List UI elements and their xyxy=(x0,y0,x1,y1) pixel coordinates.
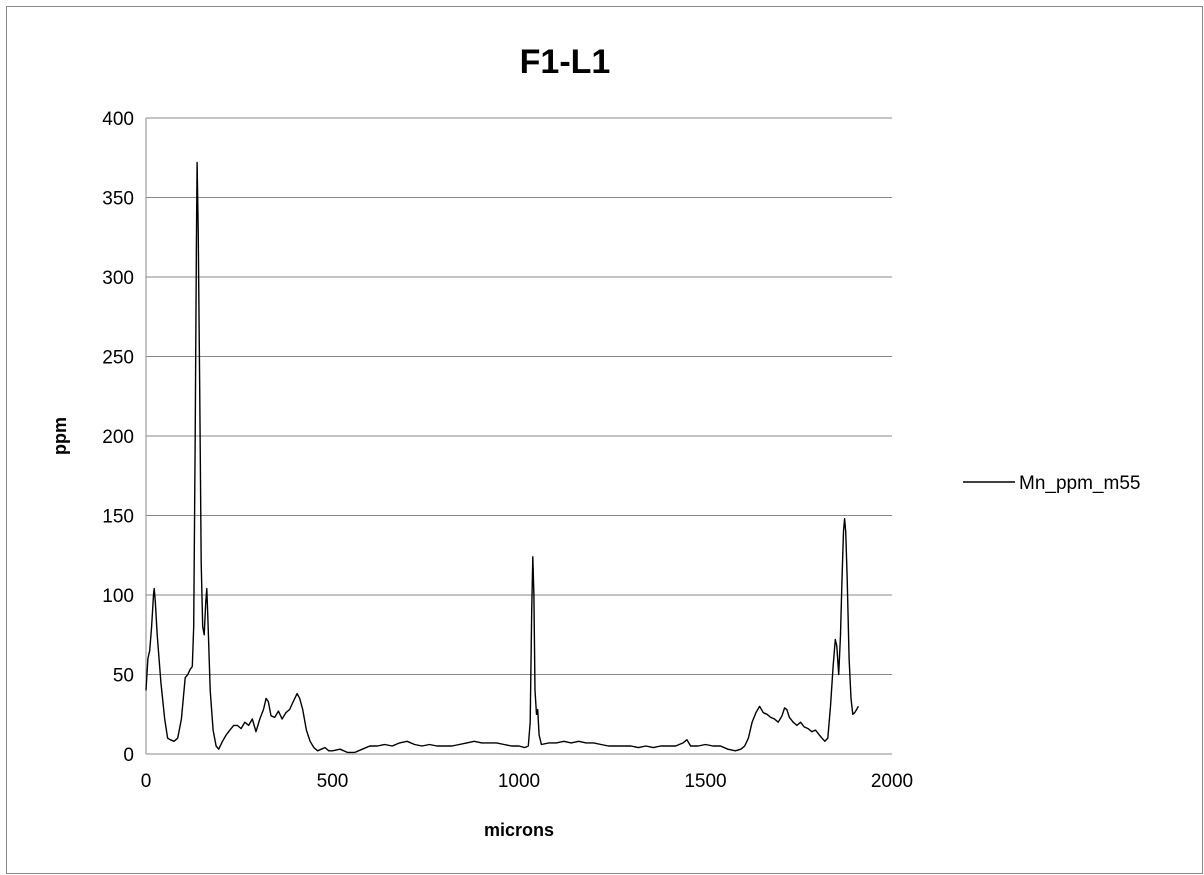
y-tick-label-300: 300 xyxy=(102,268,134,289)
y-tick-label-150: 150 xyxy=(102,507,134,528)
x-tick-label-1500: 1500 xyxy=(684,771,726,792)
y-tick-label-200: 200 xyxy=(102,427,134,448)
chart-title: F1-L1 xyxy=(520,43,611,81)
x-axis-title: microns xyxy=(484,820,554,840)
series-line-mn-ppm-m55 xyxy=(145,161,860,754)
y-tick-label-400: 400 xyxy=(102,109,134,130)
legend: Mn_ppm_m55 xyxy=(963,473,1140,494)
gridlines xyxy=(146,117,892,675)
y-tick-label-350: 350 xyxy=(102,189,134,210)
y-tick-label-0: 0 xyxy=(123,745,134,766)
y-tick-labels: 0 50 100 150 200 250 300 350 400 xyxy=(102,109,134,766)
x-tick-label-0: 0 xyxy=(141,771,152,792)
y-axis-title: ppm xyxy=(50,417,70,455)
x-tick-label-500: 500 xyxy=(317,771,349,792)
legend-label-mn-ppm-m55: Mn_ppm_m55 xyxy=(1019,473,1140,494)
y-tick-label-100: 100 xyxy=(102,586,134,607)
x-tick-labels: 0 500 1000 1500 2000 xyxy=(141,771,913,792)
chart-area-border xyxy=(6,6,1203,874)
y-tick-label-250: 250 xyxy=(102,348,134,369)
y-tick-label-50: 50 xyxy=(113,666,134,687)
x-tick-label-2000: 2000 xyxy=(871,771,913,792)
x-tick-label-1000: 1000 xyxy=(498,771,540,792)
